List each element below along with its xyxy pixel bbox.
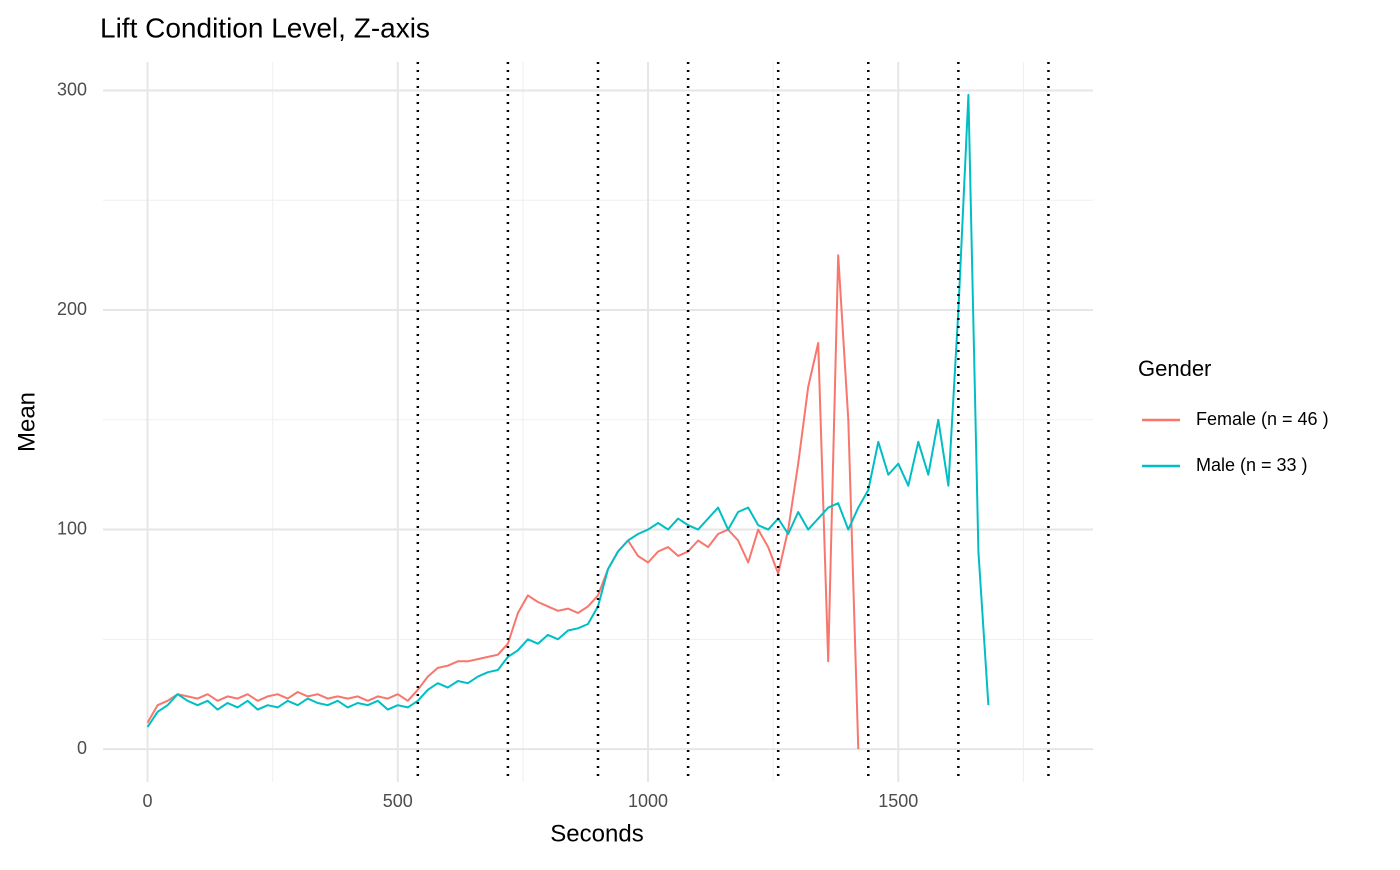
x-tick-label: 1000	[628, 791, 668, 811]
x-tick-label: 0	[143, 791, 153, 811]
y-tick-label: 200	[57, 299, 87, 319]
legend-label: Female (n = 46 )	[1196, 409, 1329, 429]
y-axis-label: Mean	[13, 392, 40, 452]
y-tick-label: 300	[57, 79, 87, 99]
y-tick-label: 100	[57, 518, 87, 538]
legend-title: Gender	[1138, 356, 1211, 381]
data-line	[146, 93, 990, 728]
chart-title: Lift Condition Level, Z-axis	[100, 12, 430, 43]
legend-label: Male (n = 33 )	[1196, 455, 1308, 475]
data-line	[146, 254, 860, 750]
y-tick-label: 0	[77, 738, 87, 758]
x-tick-label: 1500	[878, 791, 918, 811]
x-tick-label: 500	[383, 791, 413, 811]
x-axis-label: Seconds	[550, 820, 643, 847]
